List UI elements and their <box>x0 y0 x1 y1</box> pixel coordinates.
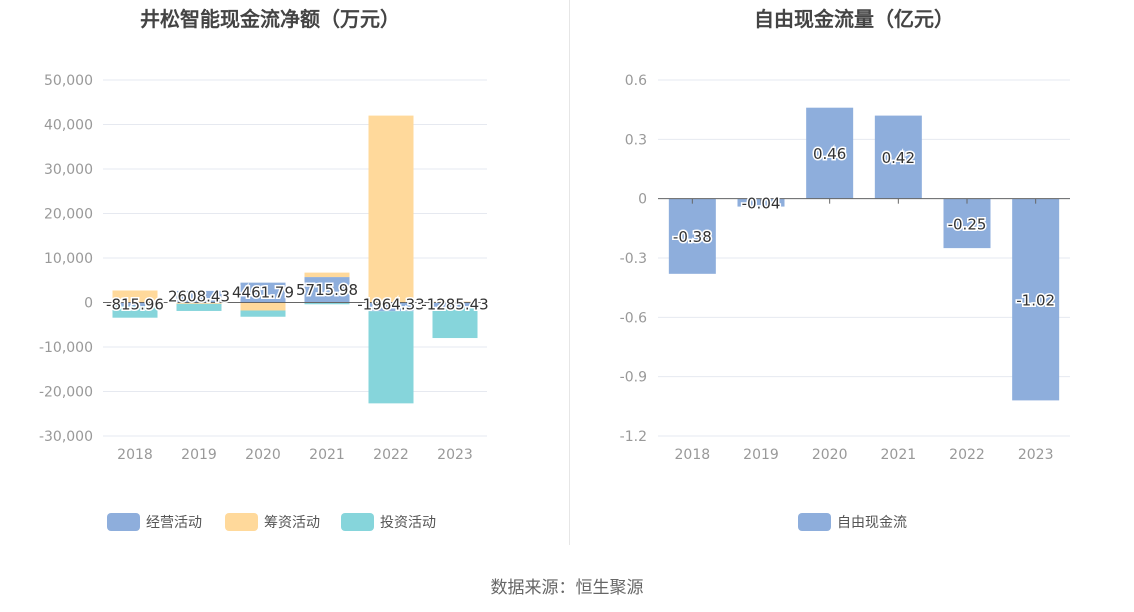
bar-free-cash-flow-2018 <box>668 198 716 274</box>
x-tick-label: 2019 <box>743 447 779 463</box>
y-tick-label: -0.9 <box>620 370 647 386</box>
bar-free-cash-flow-2021 <box>874 115 922 199</box>
data-label: -1964.33 <box>357 296 424 314</box>
chart-title: 井松智能现金流净额（万元） <box>140 7 400 31</box>
y-tick-label: 20,000 <box>44 207 93 223</box>
y-tick-label: 30,000 <box>44 162 93 178</box>
legend-swatch <box>225 513 258 531</box>
y-tick-label: 0.6 <box>625 73 647 89</box>
y-tick-label: 0 <box>638 192 647 208</box>
y-tick-label: 40,000 <box>44 118 93 134</box>
bar-investing-2018 <box>112 306 158 318</box>
bar-investing-2023 <box>432 308 478 339</box>
bar-operating-2021 <box>304 277 350 303</box>
bar-free-cash-flow-2022 <box>943 198 991 249</box>
legend-swatch <box>107 513 140 531</box>
x-tick-label: 2018 <box>117 447 153 463</box>
x-tick-label: 2023 <box>1018 447 1054 463</box>
bar-financing-2022 <box>368 115 414 303</box>
x-tick-label: 2020 <box>245 447 281 463</box>
data-label: -0.38 <box>673 228 712 246</box>
bar-financing-2018 <box>112 290 158 303</box>
bar-financing-2019 <box>176 302 222 304</box>
legend-swatch <box>798 513 831 531</box>
cash-flow-net-chart: 井松智能现金流净额（万元） 50,000 40,000 30,000 20,000 10,… <box>39 7 490 531</box>
data-label: 4461.79 <box>232 284 294 302</box>
bar-investing-2022 <box>368 311 414 404</box>
data-label: 0.42 <box>882 149 915 167</box>
chart-divider <box>569 0 570 545</box>
data-label: 2608.43 <box>168 288 230 306</box>
data-source-note: 数据来源：恒生聚源 <box>490 578 644 598</box>
bar-operating-2018 <box>112 302 158 307</box>
y-tick-label: 0 <box>84 296 93 312</box>
x-tick-label: 2021 <box>309 447 345 463</box>
y-tick-label: -1.2 <box>620 429 647 445</box>
bar-investing-2020 <box>240 310 286 317</box>
legend-label: 经营活动 <box>146 515 202 531</box>
data-label: -1.02 <box>1016 292 1055 310</box>
y-tick-label: -10,000 <box>39 340 93 356</box>
legend-swatch <box>341 513 374 531</box>
free-cash-flow-chart: 自由现金流量（亿元） 0.6 0.3 0 -0.3 -0.6 -0.9 -1.2 2018 201… <box>620 7 1070 531</box>
chart-title: 自由现金流量（亿元） <box>754 7 954 31</box>
x-tick-label: 2023 <box>437 447 473 463</box>
bar-investing-2021 <box>304 302 350 305</box>
y-tick-label: 10,000 <box>44 251 93 267</box>
bar-operating-2023 <box>432 302 478 309</box>
bar-free-cash-flow-2023 <box>1012 198 1060 401</box>
bar-free-cash-flow-2020 <box>806 107 854 199</box>
legend-label: 筹资活动 <box>264 514 320 531</box>
y-tick-label: -30,000 <box>39 429 93 445</box>
x-tick-label: 2022 <box>373 447 409 463</box>
data-label: -1285.43 <box>421 296 488 314</box>
data-label: -0.25 <box>948 215 987 233</box>
data-label: -815.96 <box>106 296 164 314</box>
data-label: 5715.98 <box>296 281 358 299</box>
legend-label: 自由现金流 <box>837 515 907 531</box>
data-label: -0.04 <box>742 195 781 213</box>
x-tick-label: 2018 <box>675 447 711 463</box>
x-tick-label: 2020 <box>812 447 848 463</box>
bar-operating-2022 <box>368 302 414 312</box>
bar-financing-2020 <box>240 302 286 311</box>
bar-financing-2021 <box>304 272 350 278</box>
x-tick-label: 2021 <box>881 447 917 463</box>
y-tick-label: 0.3 <box>625 132 647 148</box>
y-tick-label: -0.6 <box>620 310 647 326</box>
x-tick-label: 2022 <box>949 447 985 463</box>
y-tick-label: -0.3 <box>620 251 647 267</box>
bar-operating-2020 <box>240 282 286 303</box>
data-label: 0.46 <box>813 145 846 163</box>
y-tick-label: -20,000 <box>39 385 93 401</box>
legend-label: 投资活动 <box>380 515 436 531</box>
x-tick-label: 2019 <box>181 447 217 463</box>
bar-operating-2019 <box>176 290 222 303</box>
bar-investing-2019 <box>176 303 222 311</box>
y-tick-label: 50,000 <box>44 73 93 89</box>
